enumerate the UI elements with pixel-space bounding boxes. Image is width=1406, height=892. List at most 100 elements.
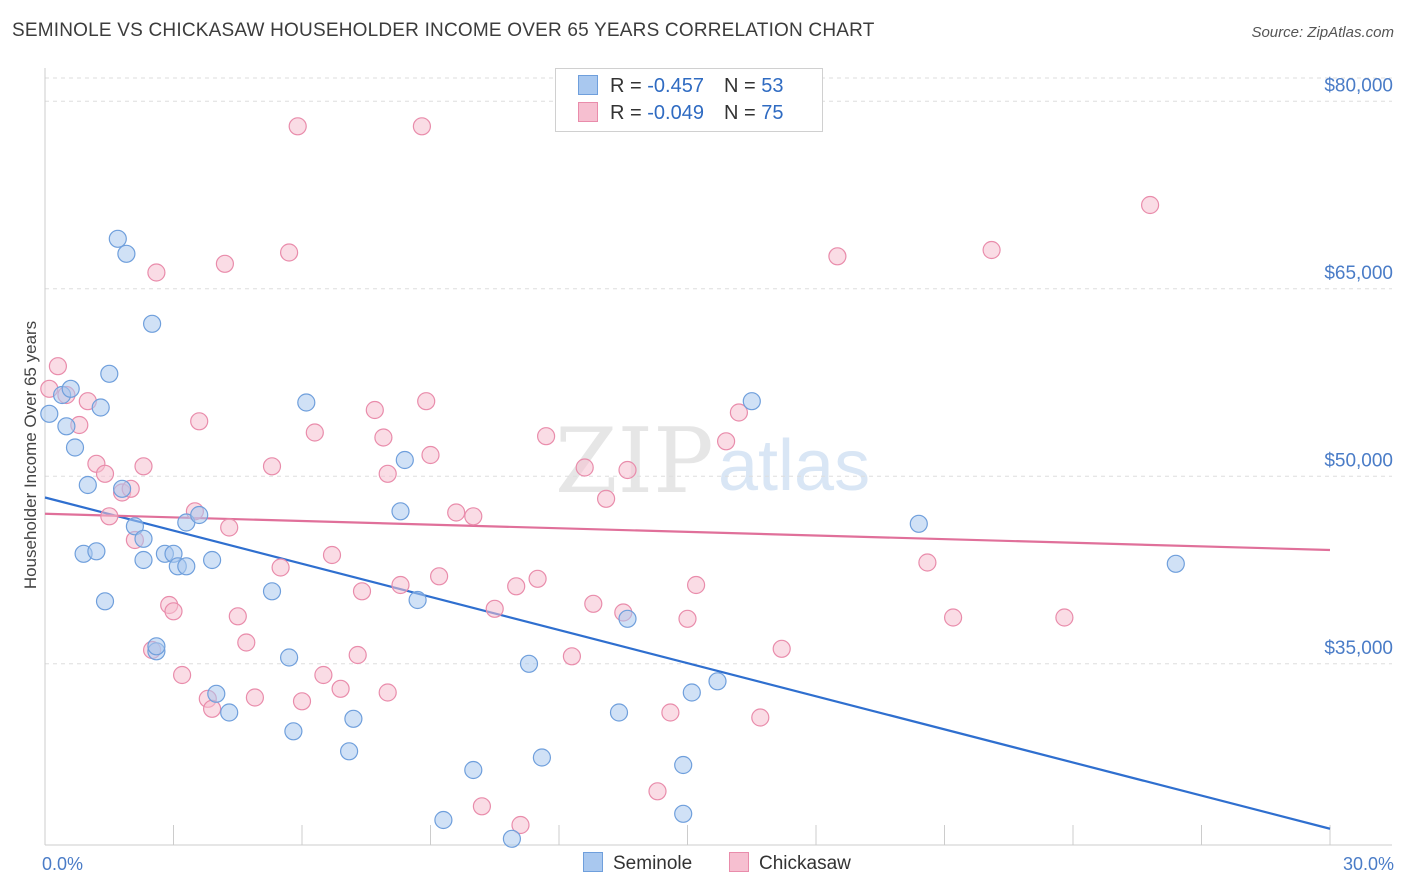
seminole-point-30	[280, 648, 299, 667]
chickasaw-legend-swatch	[729, 852, 749, 872]
seminole-point-11	[108, 229, 127, 248]
chickasaw-point-49	[485, 599, 504, 618]
chickasaw-point-21	[215, 254, 234, 273]
chickasaw-point-29	[288, 117, 307, 136]
seminole-legend-swatch	[583, 852, 603, 872]
seminole-point-10	[100, 364, 119, 383]
chickasaw-point-55	[575, 458, 594, 477]
seminole-point-37	[408, 590, 427, 610]
seminole-point-19	[147, 637, 166, 656]
chickasaw-point-23	[228, 607, 247, 626]
chickasaw-n-label: N =	[723, 102, 762, 124]
chickasaw-point-50	[507, 577, 526, 596]
seminole-points	[40, 229, 1185, 848]
seminole-n-label: N =	[723, 75, 762, 97]
seminole-point-16	[134, 529, 153, 548]
seminole-point-44	[618, 609, 637, 628]
chickasaw-point-32	[314, 665, 333, 685]
chickasaw-point-34	[331, 679, 350, 698]
chickasaw-point-41	[391, 575, 410, 595]
seminole-point-2	[57, 417, 76, 436]
chickasaw-point-11	[134, 457, 153, 476]
chickasaw-point-7	[100, 507, 119, 526]
chickasaw-point-69	[918, 553, 937, 572]
seminole-point-6	[78, 475, 97, 495]
seminole-point-51	[1166, 554, 1185, 573]
y-tick-labels: $80,000 $65,000 $50,000 $35,000	[1324, 75, 1393, 659]
seminole-point-47	[682, 683, 701, 702]
chickasaw-point-22	[220, 518, 239, 537]
seminole-point-40	[502, 829, 521, 848]
seminole-point-23	[177, 557, 196, 576]
chickasaw-point-48	[472, 797, 491, 816]
chickasaw-point-66	[751, 708, 770, 727]
chickasaw-point-31	[305, 423, 324, 442]
seminole-point-12	[112, 479, 132, 498]
chickasaw-point-71	[982, 240, 1001, 260]
seminole-point-48	[708, 672, 727, 691]
chickasaw-n-value: 75	[761, 102, 784, 124]
watermark-atlas: atlas	[718, 426, 870, 506]
x-tick-label-0: 0.0%	[42, 854, 83, 874]
chickasaw-legend-label: Chickasaw	[759, 853, 851, 874]
chickasaw-point-67	[772, 639, 791, 658]
chickasaw-point-70	[943, 608, 963, 627]
chickasaw-point-72	[1055, 608, 1074, 627]
seminole-point-4	[65, 438, 85, 457]
chickasaw-point-53	[536, 427, 556, 446]
chickasaw-point-51	[511, 815, 530, 835]
chickasaw-point-25	[245, 688, 264, 707]
chickasaw-point-28	[280, 243, 299, 262]
chickasaw-point-24	[237, 633, 256, 652]
chickasaw-point-47	[464, 507, 483, 526]
chickasaw-swatch	[578, 102, 598, 122]
legend-item-chickasaw[interactable]: Chickasaw	[729, 852, 851, 875]
chickasaw-point-63	[686, 575, 706, 595]
seminole-point-0	[40, 404, 59, 423]
y-tick-label-2: $50,000	[1324, 450, 1393, 471]
seminole-point-45	[674, 804, 693, 823]
seminole-point-17	[143, 314, 162, 333]
seminole-point-49	[742, 392, 761, 411]
x-tick-label-1: 30.0%	[1343, 854, 1394, 874]
chickasaw-point-43	[417, 392, 436, 411]
chickasaw-point-44	[421, 445, 440, 465]
seminole-point-28	[220, 703, 239, 722]
seminole-point-50	[909, 514, 928, 533]
legend-item-seminole[interactable]: Seminole	[583, 852, 692, 875]
seminole-point-7	[87, 542, 106, 561]
seminole-point-14	[125, 517, 144, 536]
seminole-point-42	[532, 748, 552, 767]
chickasaw-point-37	[365, 400, 384, 420]
chickasaw-point-26	[262, 457, 282, 476]
chickasaw-r-label: R =	[610, 102, 648, 124]
y-tick-label-0: $80,000	[1324, 75, 1393, 96]
chickasaw-point-54	[562, 647, 582, 666]
seminole-point-29	[262, 582, 282, 601]
seminole-point-15	[134, 550, 153, 570]
chickasaw-trend-line	[44, 512, 1331, 552]
seminole-point-38	[434, 810, 453, 830]
chickasaw-point-59	[618, 460, 637, 480]
seminole-point-46	[674, 755, 693, 775]
seminole-point-9	[95, 592, 115, 611]
grid-lines	[45, 77, 1392, 665]
x-tick-labels: 0.0% 30.0%	[42, 854, 1394, 874]
chickasaw-point-30	[292, 692, 312, 711]
y-tick-label-3: $35,000	[1324, 638, 1393, 659]
seminole-swatch	[578, 75, 598, 95]
chickasaw-r-value: -0.049	[647, 102, 704, 124]
chickasaw-point-68	[828, 247, 847, 266]
seminole-point-27	[207, 684, 226, 703]
chickasaw-point-65	[729, 403, 749, 422]
chickasaw-point-27	[271, 558, 290, 577]
seminole-point-32	[297, 393, 316, 412]
chickasaw-point-45	[430, 567, 449, 586]
chickasaw-point-38	[374, 428, 393, 447]
seminole-point-35	[391, 502, 410, 521]
chickasaw-point-40	[378, 683, 397, 702]
chickasaw-point-73	[1140, 195, 1160, 215]
seminole-point-25	[190, 505, 209, 525]
chickasaw-point-52	[528, 569, 547, 588]
